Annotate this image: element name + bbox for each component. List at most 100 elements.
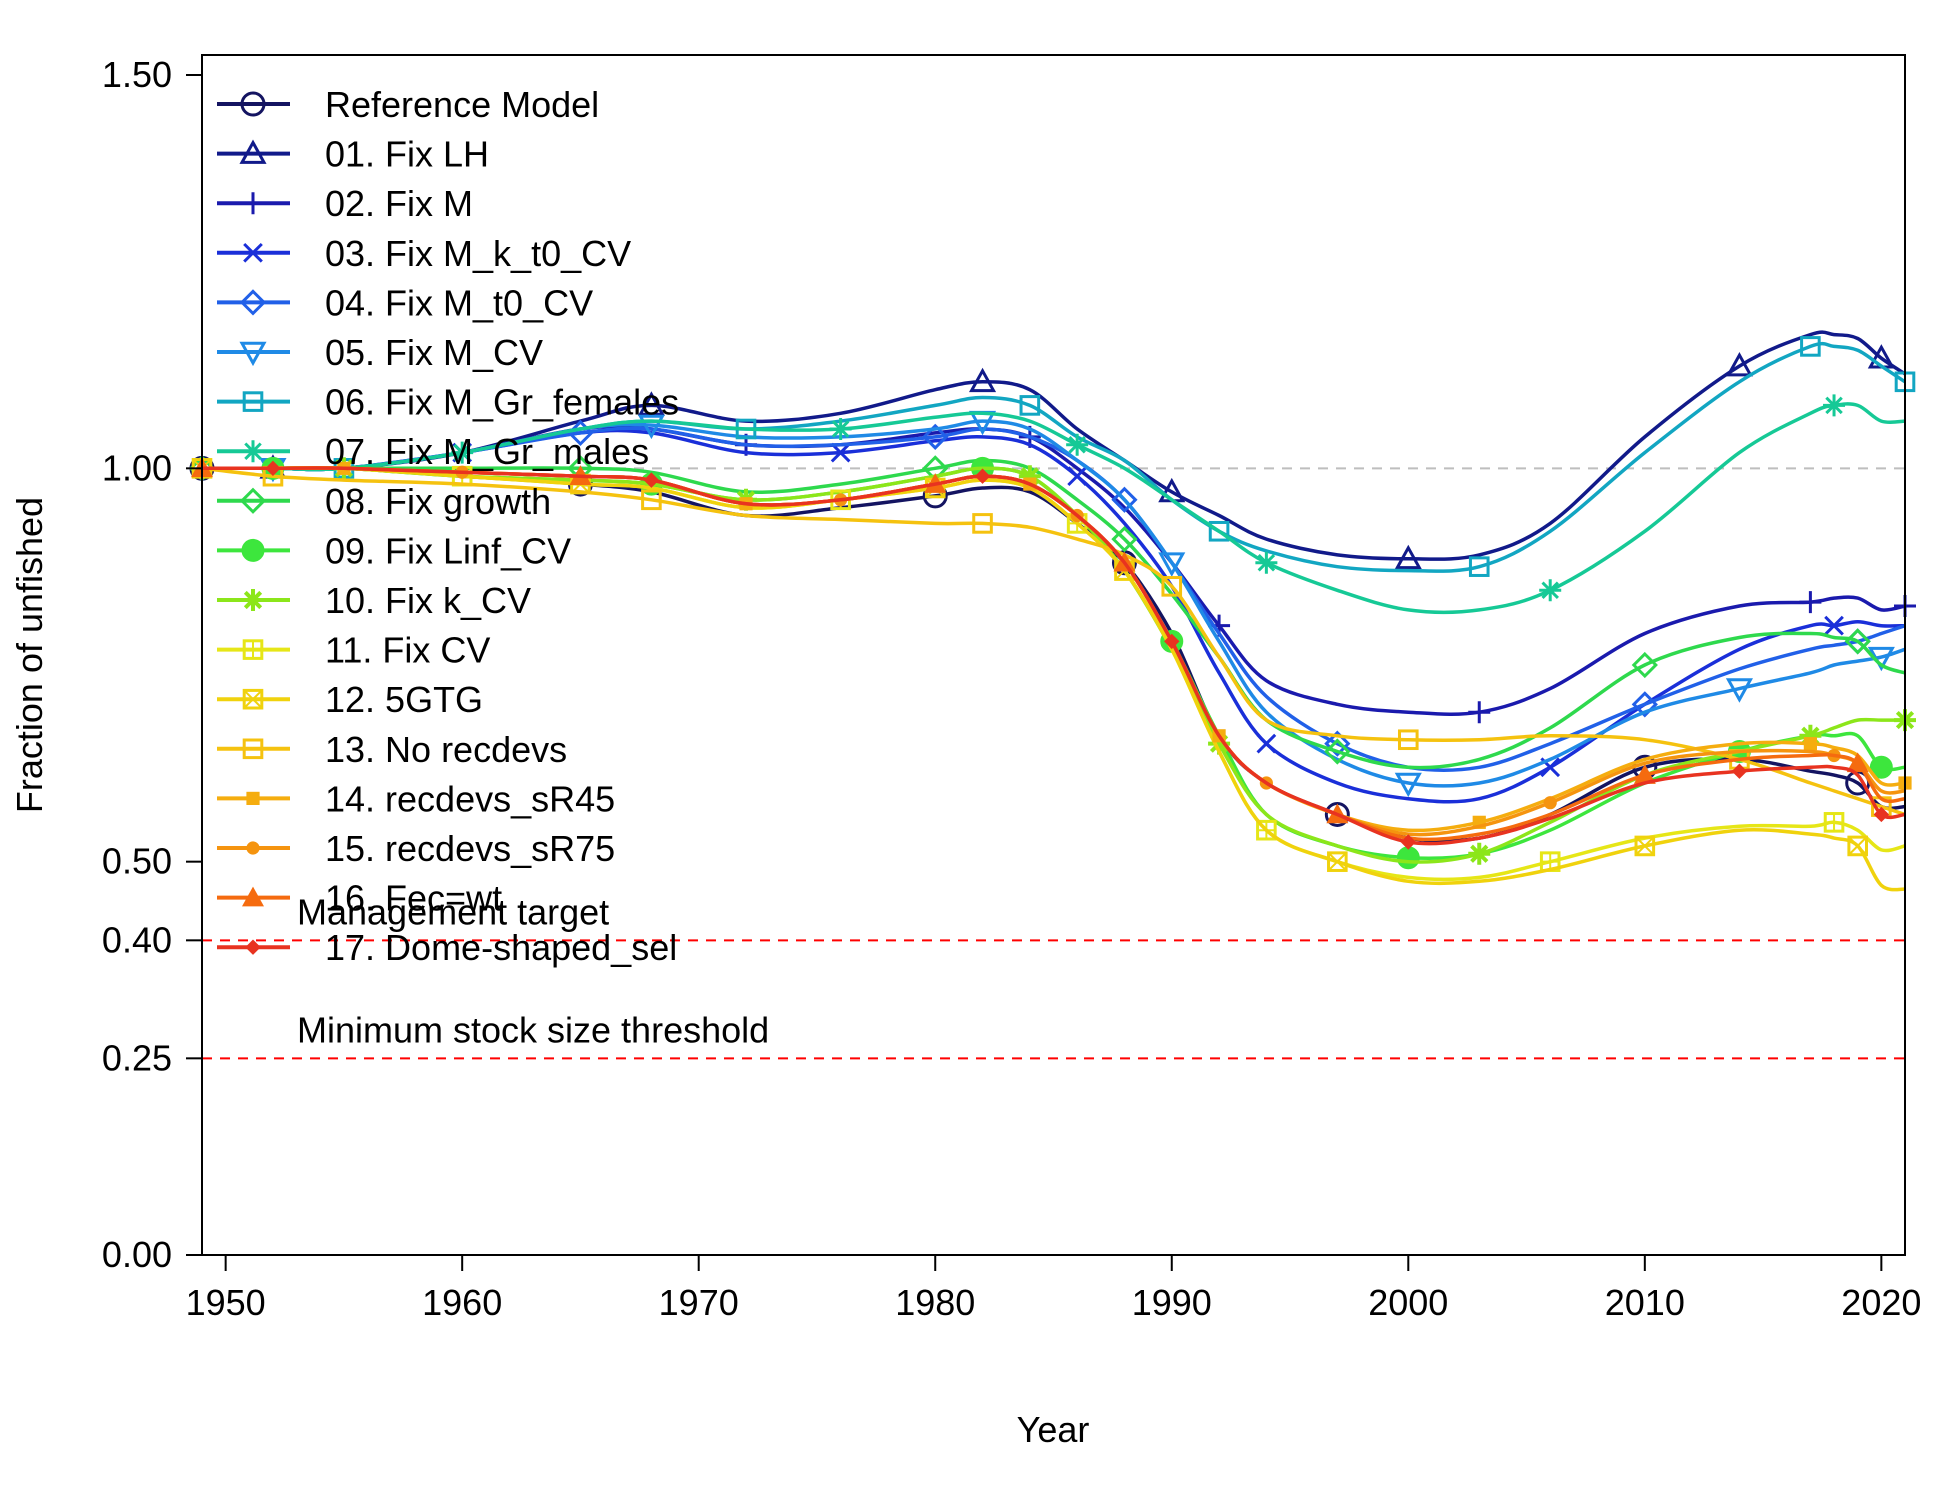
legend-item: 12. 5GTG xyxy=(217,679,483,720)
series-marker xyxy=(641,489,662,511)
series-marker xyxy=(1731,763,1748,779)
series-marker xyxy=(1397,729,1419,751)
series-marker xyxy=(1824,615,1844,636)
series-marker xyxy=(1823,394,1846,417)
series-marker xyxy=(241,538,265,562)
series-marker xyxy=(1848,836,1868,856)
legend-item: 05. Fix M_CV xyxy=(217,332,543,373)
series-marker xyxy=(1799,724,1822,747)
series-marker xyxy=(451,441,474,464)
series-marker xyxy=(1847,835,1868,857)
series-path xyxy=(201,466,1906,817)
series-marker xyxy=(242,738,264,760)
legend-label: Reference Model xyxy=(325,84,599,125)
legend-item: 08. Fix growth xyxy=(217,481,551,522)
series-marker xyxy=(1803,737,1817,751)
series-marker xyxy=(1324,738,1351,765)
x-axis-label: Year xyxy=(1017,1409,1090,1450)
legend-label: 16. Fec=wt xyxy=(325,878,502,919)
legend-item: 16. Fec=wt xyxy=(217,878,502,919)
plot-frame xyxy=(201,54,1906,1256)
legend-label: 04. Fix M_t0_CV xyxy=(325,282,593,323)
series-marker xyxy=(1111,486,1138,513)
legend-label: 06. Fix M_Gr_females xyxy=(325,382,679,423)
x-tick-label: 1970 xyxy=(659,1282,739,1323)
y-tick-label: 0.40 xyxy=(102,919,172,960)
series-marker xyxy=(1873,806,1890,823)
legend-item: 09. Fix Linf_CV xyxy=(217,530,571,571)
series-marker xyxy=(1208,732,1231,755)
y-axis-label: Fraction of unfished xyxy=(9,497,50,813)
legend-label: 15. recdevs_sR75 xyxy=(325,828,615,869)
series-marker xyxy=(243,242,263,263)
legend-item: 04. Fix M_t0_CV xyxy=(217,282,593,323)
series-marker xyxy=(1468,842,1491,865)
series-marker xyxy=(239,487,267,514)
series-marker xyxy=(1067,466,1088,487)
series-marker xyxy=(968,367,997,393)
series-marker xyxy=(1158,552,1186,577)
series-marker xyxy=(242,688,264,710)
series-marker xyxy=(1633,764,1656,784)
series-marker xyxy=(1164,633,1180,650)
legend-label: 05. Fix M_CV xyxy=(325,332,543,373)
x-tick-label: 1980 xyxy=(895,1282,975,1323)
series-marker xyxy=(1846,752,1869,773)
series-marker xyxy=(240,91,266,117)
series-marker xyxy=(239,289,267,316)
x-tick-label: 1950 xyxy=(186,1282,266,1323)
legend-label: 12. 5GTG xyxy=(325,679,483,720)
series-marker xyxy=(1631,651,1658,679)
legend-item: 13. No recdevs xyxy=(217,729,567,770)
series-marker xyxy=(1066,433,1089,456)
legend-item: Reference Model xyxy=(217,84,599,125)
legend-label: 10. Fix k_CV xyxy=(325,580,531,621)
legend-item: 07. Fix M_Gr_males xyxy=(217,431,649,472)
series-marker xyxy=(242,886,264,907)
series-marker xyxy=(242,440,264,463)
series-marker xyxy=(239,341,267,367)
legend-label: 07. Fix M_Gr_males xyxy=(325,431,649,472)
threshold-label: Minimum stock size threshold xyxy=(297,1009,769,1050)
threshold-label: Management target xyxy=(297,891,609,932)
series-marker xyxy=(1844,628,1871,655)
series-marker xyxy=(1396,846,1420,870)
x-tick-label: 1990 xyxy=(1132,1282,1212,1323)
series-marker xyxy=(1869,755,1893,779)
legend-label: 03. Fix M_k_t0_CV xyxy=(325,233,631,274)
series-marker xyxy=(1394,772,1422,798)
series-marker xyxy=(643,472,660,488)
series-marker xyxy=(1539,579,1562,602)
legend-item: 10. Fix k_CV xyxy=(217,580,531,621)
series-marker xyxy=(1468,556,1490,577)
series-marker xyxy=(1161,576,1183,597)
series-marker xyxy=(830,442,851,463)
series-marker xyxy=(1256,733,1277,754)
series-marker xyxy=(1634,835,1656,857)
legend-label: 02. Fix M xyxy=(325,183,473,224)
series-path xyxy=(201,402,1906,615)
axes: 1950 1960 1970 1980 1990 2000 2010 2020 0.00 0.25… xyxy=(102,54,1921,1323)
series-marker xyxy=(1394,544,1422,570)
series-marker xyxy=(1468,701,1491,724)
series-marker xyxy=(1825,813,1843,832)
series-layer xyxy=(188,330,1916,892)
legend-item: 15. recdevs_sR75 xyxy=(217,828,615,869)
series-marker xyxy=(972,513,993,534)
legend-item: 14. recdevs_sR45 xyxy=(217,778,615,819)
series-marker xyxy=(1400,834,1416,850)
y-tick-label: 1.00 xyxy=(102,447,172,488)
series-marker xyxy=(239,139,267,164)
legend-label: 13. No recdevs xyxy=(325,729,567,770)
series-marker xyxy=(1631,691,1658,718)
series-marker xyxy=(265,460,281,477)
series-marker xyxy=(1019,395,1041,416)
series-marker xyxy=(246,841,260,855)
series-marker xyxy=(1018,465,1041,488)
legend-item: 01. Fix LH xyxy=(217,134,489,175)
series-marker xyxy=(246,791,260,805)
series-line xyxy=(201,394,1906,615)
series-marker xyxy=(242,589,264,611)
